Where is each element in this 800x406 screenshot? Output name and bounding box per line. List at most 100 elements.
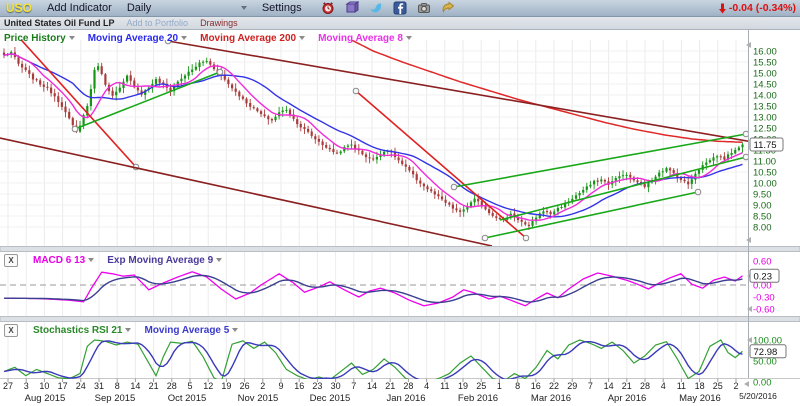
svg-text:5/20/2016: 5/20/2016: [739, 391, 777, 401]
svg-text:21: 21: [149, 381, 159, 391]
svg-text:11: 11: [440, 381, 449, 391]
svg-text:31: 31: [94, 381, 104, 391]
svg-text:Aug 2015: Aug 2015: [25, 393, 66, 404]
drawings-menu[interactable]: Drawings: [200, 18, 238, 28]
indicator-price-history[interactable]: Price History: [4, 33, 75, 44]
svg-text:-0.30: -0.30: [753, 293, 775, 304]
indicator-ma20[interactable]: Moving Average 20: [88, 33, 187, 44]
indicator-label: Moving Average 200: [200, 33, 296, 44]
svg-text:16: 16: [531, 381, 541, 391]
close-macd-button[interactable]: X: [4, 254, 18, 267]
svg-text:2: 2: [733, 381, 738, 391]
dropdown-arrow-icon[interactable]: [299, 36, 305, 40]
svg-text:16.00: 16.00: [753, 47, 777, 58]
svg-text:8.00: 8.00: [753, 223, 772, 234]
svg-text:14.00: 14.00: [753, 91, 777, 102]
svg-text:5: 5: [187, 381, 192, 391]
camera-icon[interactable]: [417, 1, 431, 15]
dropdown-arrow-icon[interactable]: [232, 328, 238, 332]
svg-text:14: 14: [130, 381, 140, 391]
svg-text:9.00: 9.00: [753, 201, 772, 212]
interval-value: Daily: [127, 2, 151, 14]
price-panel-header: Price History Moving Average 20 Moving A…: [4, 33, 412, 44]
svg-text:28: 28: [640, 381, 650, 391]
svg-text:9.50: 9.50: [753, 190, 772, 201]
chevron-down-icon: [241, 6, 247, 10]
svg-text:10: 10: [39, 381, 49, 391]
trendline-handle: [743, 131, 749, 137]
alarm-icon[interactable]: [321, 1, 335, 15]
dropdown-arrow-icon[interactable]: [216, 258, 222, 262]
svg-text:24: 24: [76, 381, 86, 391]
add-to-portfolio-link[interactable]: Add to Portfolio: [127, 18, 189, 28]
indicator-label: Price History: [4, 33, 66, 44]
dropdown-arrow-icon[interactable]: [406, 36, 412, 40]
trendline-handle: [353, 88, 359, 94]
svg-text:4: 4: [661, 381, 666, 391]
settings-button[interactable]: Settings: [262, 2, 302, 14]
svg-text:19: 19: [221, 381, 231, 391]
svg-text:3: 3: [24, 381, 29, 391]
indicator-label: Moving Average 20: [88, 33, 178, 44]
toolbar-icons: [321, 1, 455, 15]
svg-text:May 2016: May 2016: [679, 393, 721, 404]
svg-text:72.98: 72.98: [754, 347, 778, 358]
svg-text:26: 26: [240, 381, 250, 391]
svg-text:8.50: 8.50: [753, 212, 772, 223]
indicator-exp-ma9[interactable]: Exp Moving Average 9: [107, 255, 222, 266]
svg-text:Feb 2016: Feb 2016: [458, 393, 498, 404]
svg-text:14: 14: [367, 381, 377, 391]
dropdown-arrow-icon[interactable]: [125, 328, 131, 332]
svg-text:9: 9: [278, 381, 283, 391]
dropdown-arrow-icon[interactable]: [69, 36, 75, 40]
svg-text:30: 30: [331, 381, 341, 391]
dropdown-arrow-icon[interactable]: [181, 36, 187, 40]
svg-text:7: 7: [351, 381, 356, 391]
indicator-label: Moving Average 8: [318, 33, 403, 44]
svg-text:4: 4: [424, 381, 429, 391]
svg-text:Mar 2016: Mar 2016: [531, 393, 571, 404]
svg-text:17: 17: [58, 381, 68, 391]
svg-text:23: 23: [312, 381, 322, 391]
svg-text:21: 21: [385, 381, 395, 391]
trendline-handle: [72, 126, 78, 132]
share-icon[interactable]: [441, 1, 455, 15]
indicator-label: Exp Moving Average 9: [107, 255, 213, 266]
indicator-stoch-ma5[interactable]: Moving Average 5: [144, 325, 238, 336]
indicator-ma200[interactable]: Moving Average 200: [200, 33, 305, 44]
symbol-label[interactable]: USO: [6, 1, 32, 15]
fund-name: United States Oil Fund LP: [4, 18, 115, 28]
close-stoch-button[interactable]: X: [4, 324, 18, 337]
indicator-stoch-rsi[interactable]: Stochastics RSI 21: [33, 325, 131, 336]
change-text: -0.04 (-0.34%): [729, 2, 796, 14]
trendline-handle: [217, 69, 223, 75]
stoch-panel-header: X Stochastics RSI 21 Moving Average 5: [4, 324, 238, 337]
svg-text:10.00: 10.00: [753, 179, 777, 190]
chart-canvas[interactable]: 16.0015.5015.0014.5014.0013.5013.0012.50…: [0, 30, 800, 406]
svg-text:7: 7: [588, 381, 593, 391]
indicator-label: Moving Average 5: [144, 325, 229, 336]
current-value-box: 11.75: [750, 138, 783, 151]
current-value-box: 72.98: [750, 345, 786, 358]
svg-text:29: 29: [567, 381, 577, 391]
svg-text:13.50: 13.50: [753, 102, 777, 113]
trendline-handle: [482, 235, 488, 241]
svg-text:11.75: 11.75: [754, 140, 777, 151]
facebook-icon[interactable]: [393, 1, 407, 15]
svg-text:12.50: 12.50: [753, 124, 777, 135]
indicator-ma8[interactable]: Moving Average 8: [318, 33, 412, 44]
svg-text:10.50: 10.50: [753, 168, 777, 179]
svg-text:11.00: 11.00: [753, 157, 776, 168]
svg-text:16: 16: [294, 381, 304, 391]
svg-text:-0.60: -0.60: [753, 305, 775, 316]
dropdown-arrow-icon[interactable]: [88, 258, 94, 262]
twitter-icon[interactable]: [369, 1, 383, 15]
svg-text:15.00: 15.00: [753, 69, 777, 80]
svg-text:8: 8: [515, 381, 520, 391]
svg-text:0.23: 0.23: [754, 271, 773, 282]
add-indicator-button[interactable]: Add Indicator: [47, 2, 112, 14]
cube-icon[interactable]: [345, 1, 359, 15]
interval-dropdown[interactable]: Daily: [127, 2, 247, 14]
macd-panel-header: X MACD 6 13 Exp Moving Average 9: [4, 254, 222, 267]
indicator-macd[interactable]: MACD 6 13: [33, 255, 94, 266]
